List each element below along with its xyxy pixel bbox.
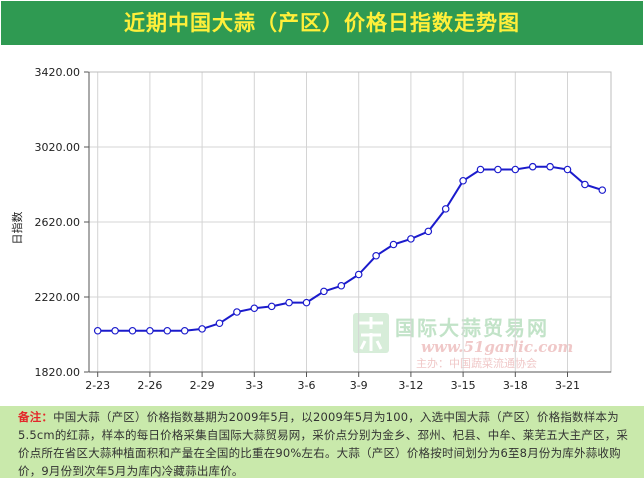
x-tick-label: 2-29 <box>190 379 215 392</box>
data-point <box>93 326 102 335</box>
series-line <box>97 165 603 332</box>
series-line-group <box>97 165 603 332</box>
data-point <box>407 235 415 243</box>
x-tick-label: 3-18 <box>503 379 528 392</box>
watermark-sub: 主办：中国蔬菜流通协会 <box>416 356 537 370</box>
y-axis-label: 日指数 <box>10 212 24 245</box>
plot-panel: 国际大蒜贸易网 www.51garlic.com 主办：中国蔬菜流通协会 342… <box>1 45 643 406</box>
watermark-url: www.51garlic.com <box>421 338 573 356</box>
y-tick-labels: 3420.00 3020.00 2620.00 2220.00 1820.00 <box>35 66 81 379</box>
data-points <box>93 162 607 335</box>
data-point <box>215 319 224 328</box>
data-point <box>267 302 276 311</box>
y-tick-label: 3020.00 <box>35 141 81 154</box>
x-tick-label: 3-9 <box>350 379 368 392</box>
y-tick-label: 2620.00 <box>35 216 81 229</box>
note-text: 中国大蒜（产区）价格指数基期为2009年5月，以2009年5月为100，入选中国… <box>18 410 629 478</box>
x-tick-label: 3-3 <box>245 379 263 392</box>
note-label: 备注： <box>18 410 54 424</box>
data-point <box>563 165 572 174</box>
data-point <box>128 326 137 335</box>
data-point <box>528 162 537 171</box>
data-point <box>581 180 589 189</box>
watermark: 国际大蒜贸易网 www.51garlic.com 主办：中国蔬菜流通协会 <box>353 313 573 370</box>
data-point <box>424 227 433 236</box>
data-point <box>494 165 502 174</box>
data-point <box>302 298 311 307</box>
data-point <box>354 270 363 279</box>
data-point <box>111 326 119 335</box>
axes <box>84 71 612 377</box>
chart-title: 近期中国大蒜（产区）价格日指数走势图 <box>1 1 643 45</box>
x-tick-label: 3-6 <box>298 379 316 392</box>
y-tick-label: 2220.00 <box>35 291 81 304</box>
data-point <box>372 251 380 260</box>
data-point <box>163 326 172 335</box>
x-tick-label: 3-12 <box>398 379 423 392</box>
note-box: 备注：中国大蒜（产区）价格指数基期为2009年5月，以2009年5月为100，入… <box>0 406 644 478</box>
data-point <box>198 325 206 333</box>
price-index-chart: 国际大蒜贸易网 www.51garlic.com 主办：中国蔬菜流通协会 342… <box>10 66 612 392</box>
data-point <box>337 281 346 290</box>
data-point <box>598 186 607 194</box>
x-tick-label: 3-21 <box>555 379 580 392</box>
watermark-name: 国际大蒜贸易网 <box>395 316 549 340</box>
data-point <box>180 326 189 335</box>
data-point <box>285 298 293 307</box>
data-point <box>233 308 241 316</box>
data-point <box>459 176 467 185</box>
data-point <box>546 162 554 171</box>
garlic-logo-icon <box>353 313 389 353</box>
x-tick-label: 2-26 <box>137 379 162 392</box>
data-point <box>389 240 398 249</box>
data-point <box>146 326 154 335</box>
x-tick-label: 2-23 <box>85 379 110 392</box>
data-point <box>320 287 328 296</box>
data-point <box>476 165 485 174</box>
x-tick-labels: 2-23 2-26 2-29 3-3 3-6 3-9 3-12 3-15 3-18 3-21 <box>85 379 580 392</box>
y-tick-label: 3420.00 <box>35 66 81 79</box>
data-point <box>250 304 259 313</box>
data-point <box>511 165 520 174</box>
x-tick-label: 3-15 <box>451 379 476 392</box>
y-tick-label: 1820.00 <box>35 366 81 379</box>
data-point <box>441 205 450 213</box>
